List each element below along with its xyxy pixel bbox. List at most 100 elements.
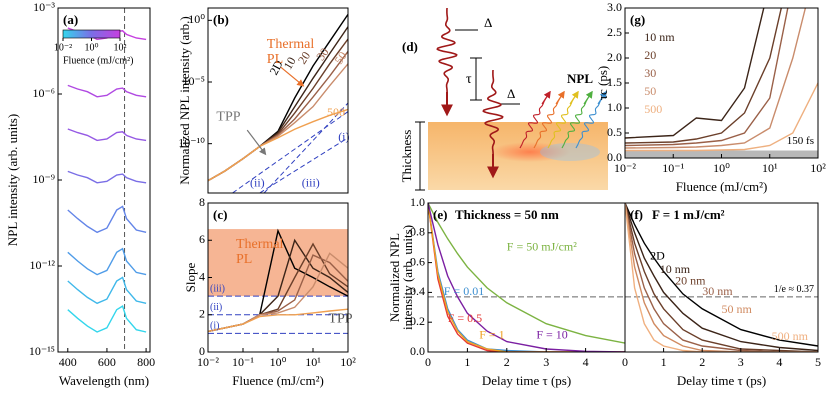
series-line xyxy=(625,8,789,147)
h-line-label: 1/e ≈ 0.37 xyxy=(774,284,814,295)
colorbar-tick-label: 10² xyxy=(114,42,127,53)
x-tick-label: 2 xyxy=(504,355,510,369)
pulse xyxy=(436,8,458,96)
emission-glow xyxy=(490,142,570,162)
series-line xyxy=(67,305,147,333)
colorbar-tick-label: 10⁻² xyxy=(54,42,72,53)
y-tick-label: 3.0 xyxy=(607,0,622,14)
series-line xyxy=(428,203,625,352)
y-tick-label: 10⁻⁵ xyxy=(182,74,205,88)
panel-title: Thickness = 50 nm xyxy=(455,207,559,222)
plot-frame xyxy=(207,7,349,194)
annotation: Thermal xyxy=(236,237,284,252)
series-label: F = 1 xyxy=(479,327,504,341)
panel-label: (b) xyxy=(213,12,229,27)
annotation: TPP xyxy=(328,311,352,326)
series-line xyxy=(259,137,348,193)
pulse xyxy=(482,70,504,158)
series-line xyxy=(67,84,147,98)
y-tick-label: 1.5 xyxy=(607,75,622,89)
panel-label: (d) xyxy=(402,39,418,54)
x-tick-label: 4 xyxy=(776,355,782,369)
series-label: 20 xyxy=(644,48,656,62)
series-label: 20 nm xyxy=(675,274,706,288)
pulse xyxy=(575,97,603,149)
tau-label: τ xyxy=(466,72,472,87)
series-line xyxy=(428,203,625,352)
panel-label: (e) xyxy=(433,207,447,222)
series-line xyxy=(625,203,818,352)
series-label: 500 xyxy=(327,105,345,119)
y-axis-label: Normalized NPL intensity (arb.) xyxy=(177,16,192,184)
plot-area xyxy=(67,8,147,352)
series-label: 10 nm xyxy=(644,30,675,44)
x-tick-label: 4 xyxy=(583,355,589,369)
series-label: 30 xyxy=(644,66,656,80)
x-tick-label: 3 xyxy=(738,355,744,369)
x-tick-label: 10¹ xyxy=(305,355,321,369)
series-line xyxy=(625,203,818,352)
series-line xyxy=(67,205,147,234)
series-label: (i) xyxy=(338,129,349,143)
series-line xyxy=(263,102,348,193)
y-tick-label: 10⁻¹² xyxy=(29,258,55,272)
y-tick-label: 0.4 xyxy=(410,284,425,298)
panel-title: F = 1 mJ/cm² xyxy=(652,207,725,222)
y-tick-label: 1.0 xyxy=(410,195,425,209)
h-line-label: (i) xyxy=(210,321,219,332)
npl-label: NPL xyxy=(567,71,593,86)
series-label: 500 xyxy=(644,102,662,116)
series-label: 2D xyxy=(650,248,665,262)
x-tick-label: 2 xyxy=(699,355,705,369)
y-axis-label: NPL intensity (arb. units) xyxy=(5,114,20,246)
panel-label: (f) xyxy=(630,207,643,222)
series-line xyxy=(625,82,818,152)
x-tick-label: 10⁰ xyxy=(713,161,730,175)
plot-area xyxy=(208,228,348,334)
series-line xyxy=(428,203,625,344)
delta-label: Δ xyxy=(484,15,492,30)
series-line xyxy=(625,8,765,139)
x-axis-label: Fluence (mJ/cm²) xyxy=(676,179,768,194)
x-tick-label: 10⁻¹ xyxy=(662,161,684,175)
colorbar-tick-label: 10⁰ xyxy=(84,42,98,53)
pulse xyxy=(547,97,575,149)
band-label: 150 fs xyxy=(787,135,814,147)
annotation: TPP xyxy=(216,109,240,124)
series-line xyxy=(428,203,625,352)
series-label: (iii) xyxy=(302,176,320,190)
y-tick-label: 0.0 xyxy=(410,344,425,358)
x-tick-label: 1 xyxy=(661,355,667,369)
x-tick-label: 800 xyxy=(137,355,155,369)
y-tick-label: 2.5 xyxy=(607,25,622,39)
diagram-d: Thickness (d) Δ Δ τ NPL xyxy=(399,15,608,191)
series-label: F = 10 xyxy=(536,327,567,341)
thickness-label: Thickness xyxy=(399,130,414,183)
emission-arrow xyxy=(583,90,593,105)
series-label: 30 nm xyxy=(702,284,733,298)
series-line xyxy=(208,308,348,333)
plot-frame xyxy=(624,202,819,353)
series-line xyxy=(208,108,348,182)
series-line xyxy=(67,170,147,184)
series-label: (ii) xyxy=(250,176,265,190)
series-label: F = 0.5 xyxy=(448,311,482,325)
x-tick-label: 0 xyxy=(622,355,628,369)
y-tick-label: 6 xyxy=(199,232,205,246)
plot-area xyxy=(208,14,348,193)
emission-arrow xyxy=(597,90,607,105)
series-label: F = 50 mJ/cm² xyxy=(507,239,577,253)
x-tick-label: 5 xyxy=(815,355,821,369)
annotation: PL xyxy=(267,52,283,67)
series-line xyxy=(428,203,625,352)
x-tick-label: 10² xyxy=(340,355,356,369)
series-label: 50 nm xyxy=(722,302,753,316)
annotation: Thermal xyxy=(267,37,315,52)
series-line xyxy=(67,247,147,276)
emission-glow xyxy=(540,143,600,161)
series-line xyxy=(625,203,818,352)
series-label: 50 xyxy=(644,84,656,98)
x-tick-label: 400 xyxy=(59,355,77,369)
y-tick-label: 2.0 xyxy=(607,50,622,64)
